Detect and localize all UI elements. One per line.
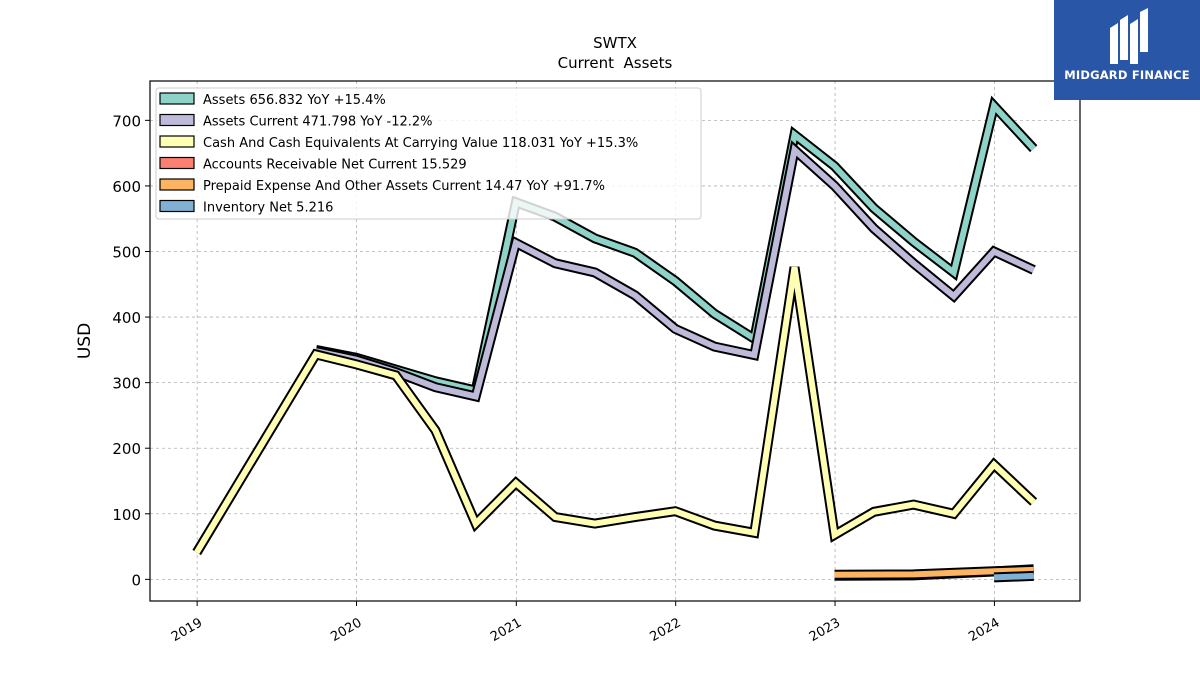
legend: Assets 656.832 YoY +15.4% Assets Current … [155, 87, 702, 220]
plot-lines [192, 95, 1038, 583]
legend-swatch [159, 135, 195, 148]
series-line [315, 99, 1036, 395]
legend-swatch [159, 178, 195, 191]
y-tick-label: 0 [131, 571, 141, 589]
brand-logo: MIDGARD FINANCE [1054, 0, 1200, 100]
x-tick-label: 2020 [328, 615, 364, 645]
y-tick-label: 200 [112, 440, 141, 458]
series-line [315, 144, 1035, 400]
series-line [993, 572, 1034, 581]
x-tick-label: 2019 [169, 615, 205, 645]
y-tick-label: 400 [112, 309, 141, 327]
legend-label: Prepaid Expense And Other Assets Current… [203, 179, 605, 194]
y-tick-label: 500 [112, 243, 141, 261]
x-tick-label: 2024 [966, 615, 1002, 645]
legend-label: Assets Current 471.798 YoY -12.2% [203, 115, 433, 130]
series-1 [314, 95, 1038, 397]
legend-label: Assets 656.832 YoY +15.4% [203, 93, 386, 108]
series-3 [192, 266, 1038, 556]
x-tick-label: 2022 [648, 615, 684, 645]
plot-frame [149, 80, 1081, 602]
legend-swatch [159, 113, 195, 127]
legend-swatch [159, 92, 195, 105]
series-2 [314, 140, 1036, 403]
logo-mark-icon [1110, 8, 1148, 64]
series-line [194, 266, 1036, 555]
y-tick-label: 100 [112, 506, 141, 524]
y-axis-label: USD [75, 323, 95, 359]
x-tick-label: 2021 [488, 615, 524, 645]
series-line [834, 566, 1034, 578]
legend-label: Cash And Cash Equivalents At Carrying Va… [203, 136, 638, 151]
y-tick-label: 700 [112, 112, 141, 130]
legend-box [155, 87, 702, 220]
series-6 [993, 570, 1034, 583]
legend-swatch [159, 156, 195, 170]
series-5 [834, 564, 1034, 580]
logo-text: MIDGARD FINANCE [1064, 68, 1190, 82]
y-tick-label: 600 [112, 178, 141, 196]
chart-title: SWTX [593, 34, 637, 52]
y-tick-label: 300 [112, 375, 141, 393]
x-tick-label: 2023 [807, 615, 843, 645]
chart-subtitle: Current Assets [558, 54, 673, 72]
series-outline [192, 266, 1038, 556]
legend-label: Inventory Net 5.216 [203, 201, 333, 216]
legend-swatch [159, 199, 195, 213]
legend-label: Accounts Receivable Net Current 15.529 [203, 158, 467, 173]
